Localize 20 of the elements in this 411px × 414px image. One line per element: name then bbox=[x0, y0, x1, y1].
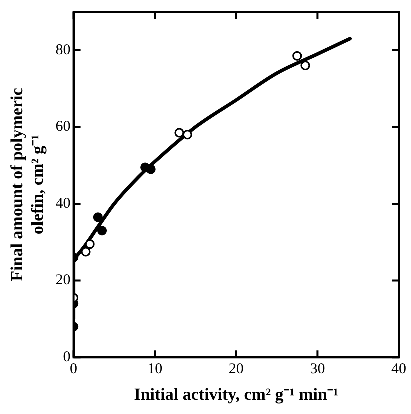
point bbox=[300, 60, 310, 71]
point bbox=[146, 164, 156, 174]
y-axis-title: Final amount of polymeric olefin, cm² g⁻¹ bbox=[8, 88, 47, 282]
x-tick-label: 20 bbox=[228, 362, 244, 378]
y-tick-label: 60 bbox=[56, 119, 71, 136]
x-tick-label: 10 bbox=[148, 362, 163, 378]
point bbox=[292, 51, 302, 61]
point bbox=[85, 240, 95, 250]
y-tick-label: 80 bbox=[56, 42, 71, 58]
point bbox=[97, 226, 108, 236]
x-tick-label: 40 bbox=[392, 362, 406, 378]
point bbox=[182, 130, 192, 140]
point bbox=[174, 128, 184, 138]
x-axis-title: Initial activity, cm² g⁻¹ min⁻¹ bbox=[134, 385, 339, 404]
x-tick-label: 30 bbox=[310, 362, 326, 378]
point bbox=[81, 247, 91, 257]
y-tick-label: 40 bbox=[56, 196, 71, 212]
y-tick-label: 0 bbox=[63, 350, 71, 366]
y-tick-label: 20 bbox=[56, 272, 71, 289]
point bbox=[93, 212, 103, 222]
